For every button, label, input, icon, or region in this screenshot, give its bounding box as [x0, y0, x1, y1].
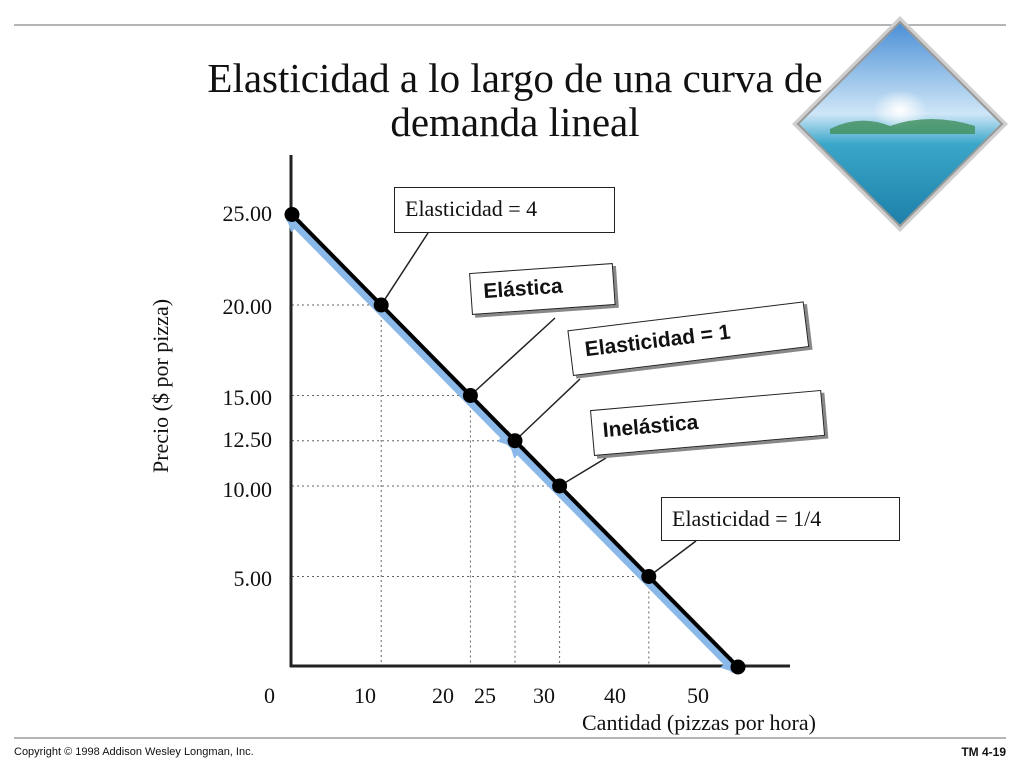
x-axis-label: Cantidad (pizzas por hora): [582, 710, 816, 735]
x-tick-label: 40: [604, 683, 626, 708]
x-tick-label: 25: [474, 683, 496, 708]
title-line-2: demanda lineal: [390, 99, 640, 145]
data-point-4: [552, 478, 568, 494]
inelastic-range-arrow: [508, 441, 738, 674]
callout-0: Elasticidad = 4: [394, 187, 615, 233]
leader-line-2: [514, 378, 581, 442]
leader-line-0: [380, 232, 429, 306]
title-line-1: Elasticidad a lo largo de una curva de: [207, 55, 823, 101]
y-tick-label: 15.00: [222, 385, 273, 410]
grid-layer: [292, 304, 650, 666]
x-tick-label: 10: [354, 683, 376, 708]
page-title: Elasticidad a lo largo de una curva de d…: [130, 56, 900, 144]
y-axis-label: Precio ($ por pizza): [148, 298, 173, 474]
leader-line-4: [648, 540, 697, 578]
bottom-rule: [14, 737, 1006, 739]
data-point-1: [373, 297, 389, 313]
slide-number: TM 4-19: [961, 745, 1006, 759]
copyright-footer: Copyright © 1998 Addison Wesley Longman,…: [14, 746, 254, 758]
x-tick-label: 50: [687, 683, 709, 708]
x-tick-label: 20: [432, 683, 454, 708]
leader-layer: [380, 232, 697, 578]
y-tick-label: 25.00: [222, 201, 273, 226]
axes-layer: [289, 155, 790, 668]
point-layer: [284, 207, 746, 675]
callout-4: Elasticidad = 1/4: [661, 497, 900, 541]
data-point-0: [284, 207, 300, 222]
y-tick-label: 20.00: [222, 294, 273, 319]
y-tick-label: 12.50: [222, 427, 273, 452]
leader-line-3: [559, 457, 607, 487]
leader-line-1: [469, 317, 556, 397]
data-point-2: [462, 388, 478, 403]
data-point-3: [507, 433, 523, 449]
data-point-5: [641, 569, 657, 584]
arrow-layer: [285, 215, 738, 674]
top-rule: [14, 24, 1006, 26]
x-tick-label: 0: [264, 683, 275, 708]
y-tick-label: 5.00: [233, 566, 273, 591]
data-point-6: [730, 659, 746, 675]
y-tick-label: 10.00: [222, 477, 273, 502]
elastic-range-arrow: [285, 215, 515, 448]
x-tick-label: 30: [533, 683, 555, 708]
beach-decoration-icon: [792, 16, 1008, 232]
